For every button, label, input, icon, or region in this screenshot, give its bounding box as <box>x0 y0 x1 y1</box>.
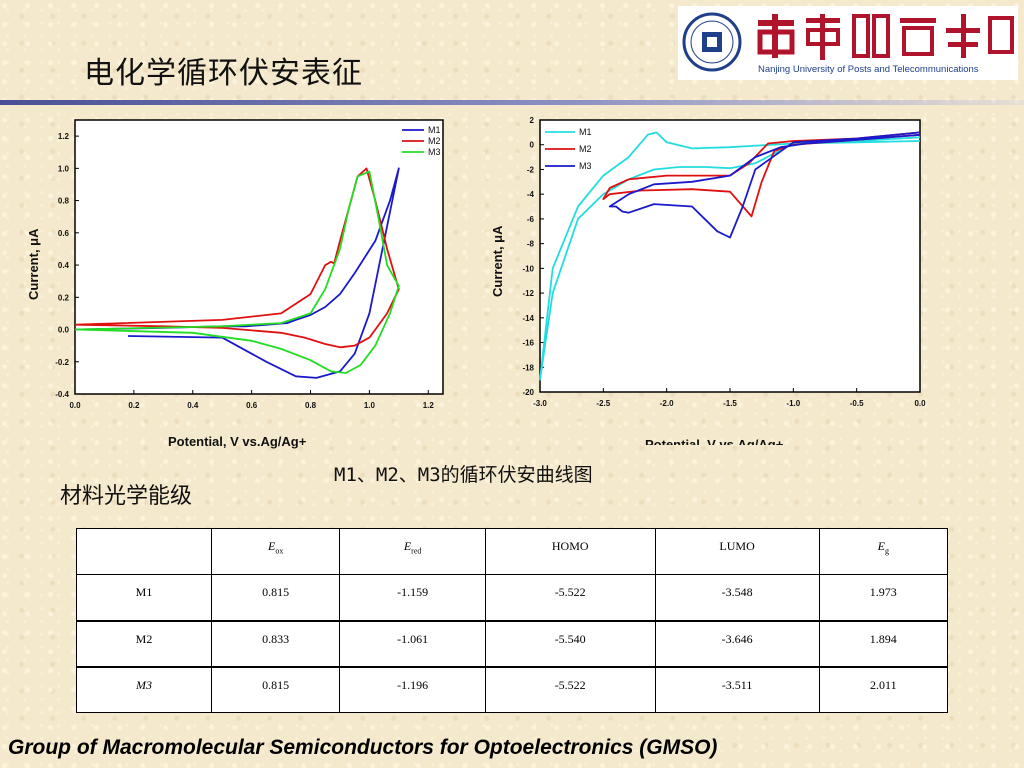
section-title: 材料光学能级 <box>60 484 193 509</box>
legend-label: M2 <box>579 144 592 154</box>
x-tick-label: 1.2 <box>423 401 435 410</box>
cell-eox: 0.833 <box>210 619 341 667</box>
y-tick-label: -16 <box>522 339 534 348</box>
y-tick-label: -12 <box>522 289 534 298</box>
ered-subscript: red <box>411 546 422 556</box>
eg-symbol: E <box>877 539 885 553</box>
y-tick-label: -2 <box>527 165 535 174</box>
cell-ered: -1.159 <box>339 574 486 621</box>
y-tick-label: -4 <box>527 190 535 199</box>
y-tick-label: 1.0 <box>58 164 70 173</box>
series-line-m3 <box>74 170 400 374</box>
header-empty-cell <box>76 528 212 575</box>
logo-graphic: Nanjing University of Posts and Telecomm… <box>682 12 1014 75</box>
cell-eg: 1.973 <box>818 574 949 621</box>
cell-lumo: -3.646 <box>654 619 820 667</box>
x-tick-label: 0.6 <box>246 401 258 410</box>
cell-homo: -5.540 <box>484 619 656 667</box>
x-tick-label: 0.8 <box>305 401 317 410</box>
slide-title: 电化学循环伏安表征 <box>84 56 363 91</box>
legend-label: M1 <box>428 125 441 135</box>
figure-caption: M1、M2、M3的循环伏安曲线图 <box>334 464 593 486</box>
y-tick-label: -0.4 <box>55 390 69 399</box>
y-tick-label: -0.2 <box>55 358 69 367</box>
cell-ered: -1.196 <box>339 665 486 713</box>
eox-symbol: E <box>268 539 276 553</box>
y-axis-label: Current, μA <box>490 225 505 297</box>
plot-area <box>74 119 444 395</box>
cell-eox: 0.815 <box>210 574 341 621</box>
row-name: M3 <box>76 665 212 713</box>
header-ered: Ered <box>339 528 486 575</box>
title-divider <box>0 100 1024 105</box>
x-tick-label: -2.5 <box>596 399 610 408</box>
y-tick-label: 0.0 <box>58 326 70 335</box>
y-tick-label: -10 <box>522 264 534 273</box>
cell-ered: -1.061 <box>339 619 486 667</box>
series-line-m2 <box>602 131 921 218</box>
eg-subscript: g <box>884 546 889 556</box>
x-tick-label: 0.2 <box>128 401 140 410</box>
cell-eox: 0.815 <box>210 665 341 713</box>
x-tick-label: 1.0 <box>364 401 376 410</box>
x-tick-label: -2.0 <box>660 399 674 408</box>
y-tick-label: -18 <box>522 363 534 372</box>
x-axis-label: Potential, V vs.Ag/Ag+ <box>168 434 307 449</box>
y-tick-label: 0.8 <box>58 197 70 206</box>
legend-label: M3 <box>428 147 441 157</box>
legend-label: M1 <box>579 127 592 137</box>
x-tick-label: -0.5 <box>850 399 864 408</box>
x-tick-label: -1.0 <box>786 399 800 408</box>
y-tick-label: 2 <box>530 116 535 125</box>
y-tick-label: 0 <box>530 141 535 150</box>
row-name: M2 <box>76 619 212 667</box>
header-lumo: LUMO <box>654 528 820 575</box>
cell-lumo: -3.548 <box>654 574 820 621</box>
x-tick-label: 0.0 <box>69 401 81 410</box>
cell-eg: 2.011 <box>818 665 949 713</box>
table-row: M1 0.815 -1.159 -5.522 -3.548 1.973 <box>76 574 949 621</box>
y-tick-label: -6 <box>527 215 535 224</box>
y-axis-label: Current, μA <box>26 228 41 300</box>
series-line-m3 <box>608 131 921 239</box>
plot-area <box>539 119 921 393</box>
header-eg: Eg <box>818 528 949 575</box>
eox-subscript: ox <box>275 546 284 556</box>
legend-label: M3 <box>579 161 592 171</box>
university-logo: Nanjing University of Posts and Telecomm… <box>678 6 1018 80</box>
cell-homo: -5.522 <box>484 665 656 713</box>
header-eox: Eox <box>210 528 341 575</box>
x-tick-label: 0.0 <box>914 399 926 408</box>
cv-chart-reduction: -3.0 -2.5 -2.0 -1.5 -1.0 -0.5 0.0 2 0 -2 -4 -6 -8 -10… <box>490 116 926 445</box>
cv-chart-oxidation: 0.0 0.2 0.4 0.6 0.8 1.0 1.2 -0.4 -0.2 0.0 0.2 0.4 0.… <box>26 119 444 449</box>
x-axis-label: Potential, V vs.Ag/Ag+ <box>645 437 784 445</box>
energy-level-table: Eox Ered HOMO LUMO Eg M1 0.815 -1.159 -5… <box>76 528 949 713</box>
y-tick-label: -8 <box>527 240 535 249</box>
table-row: M2 0.833 -1.061 -5.540 -3.646 1.894 <box>76 619 949 667</box>
logo-english-name: Nanjing University of Posts and Telecomm… <box>758 64 979 75</box>
x-tick-label: -1.5 <box>723 399 737 408</box>
footer-group-name: Group of Macromolecular Semiconductors f… <box>8 736 718 759</box>
y-tick-label: -20 <box>522 388 534 397</box>
table-header-row: Eox Ered HOMO LUMO Eg <box>76 528 949 575</box>
x-tick-label: -3.0 <box>533 399 547 408</box>
series-line-m1 <box>539 131 921 381</box>
cell-lumo: -3.511 <box>654 665 820 713</box>
x-tick-label: 0.4 <box>187 401 199 410</box>
ered-symbol: E <box>403 539 412 553</box>
row-name: M1 <box>76 574 212 621</box>
legend-label: M2 <box>428 136 441 146</box>
header-homo: HOMO <box>484 528 656 575</box>
y-tick-label: 0.2 <box>58 293 70 302</box>
series-line-m2 <box>74 167 400 349</box>
table-row: M3 0.815 -1.196 -5.522 -3.511 2.011 <box>76 665 949 713</box>
y-tick-label: 1.2 <box>58 132 70 141</box>
y-tick-label: 0.6 <box>58 229 70 238</box>
y-tick-label: 0.4 <box>58 261 70 270</box>
y-tick-label: -14 <box>522 314 534 323</box>
series-line-m1 <box>74 167 400 379</box>
cell-homo: -5.522 <box>484 574 656 621</box>
cell-eg: 1.894 <box>818 619 949 667</box>
